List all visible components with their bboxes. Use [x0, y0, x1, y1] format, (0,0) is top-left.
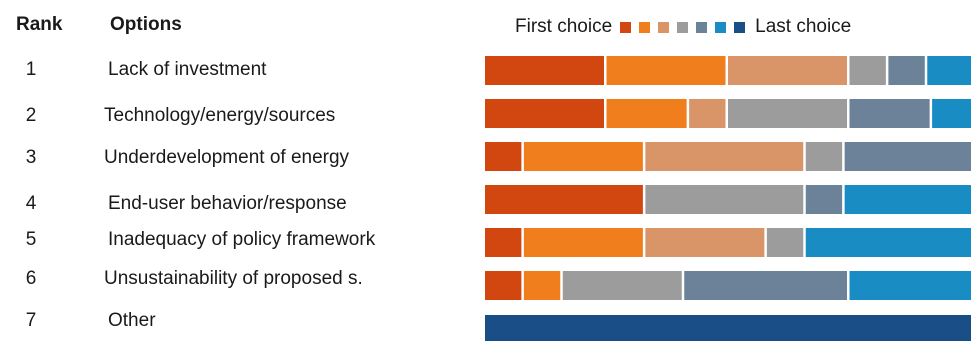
rank-number: 7 — [25, 310, 37, 331]
bar-row-5 — [485, 228, 971, 257]
legend-swatch-6 — [715, 21, 727, 33]
rank-number: 6 — [25, 268, 37, 289]
bar-segment — [805, 185, 843, 214]
bar-segment — [728, 56, 847, 85]
bar-segment — [645, 185, 804, 214]
legend-swatch-5 — [696, 21, 708, 33]
bar-segment — [689, 99, 726, 128]
bar-row-6 — [485, 271, 971, 300]
rank-number: 2 — [25, 105, 37, 126]
bar-segment — [766, 228, 804, 257]
legend-swatch-7 — [734, 21, 746, 33]
bar-row-2 — [485, 99, 971, 128]
bar-segment — [485, 56, 604, 85]
option-label: Other — [108, 310, 156, 331]
bar-segment — [849, 56, 886, 85]
legend-swatch-2 — [639, 21, 651, 33]
option-label: Lack of investment — [108, 59, 267, 80]
rank-number: 3 — [25, 147, 37, 168]
legend-swatch-1 — [620, 21, 632, 33]
bar-segment — [485, 99, 604, 128]
bar-segment — [805, 142, 843, 171]
legend: First choice Last choice — [515, 14, 851, 40]
bar-segment — [927, 56, 971, 85]
bar-segment — [485, 315, 971, 341]
bar-segment — [728, 99, 847, 128]
bar-segment — [485, 271, 522, 300]
bar-segment — [606, 56, 726, 85]
bar-row-1 — [485, 56, 971, 85]
bar-segment — [523, 142, 643, 171]
legend-swatch-3 — [658, 21, 670, 33]
bar-segment — [932, 99, 971, 128]
bar-row-4 — [485, 185, 971, 214]
option-label: Inadequacy of policy framework — [108, 229, 376, 250]
options-header: Options — [110, 14, 182, 35]
bar-segment — [606, 99, 687, 128]
bar-segment — [485, 142, 522, 171]
bar-segment — [485, 185, 643, 214]
bar-row-7 — [485, 315, 971, 341]
bar-segment — [523, 271, 561, 300]
rank-number: 1 — [25, 59, 37, 80]
option-label: Technology/energy/sources — [104, 105, 336, 126]
bar-segment — [645, 228, 765, 257]
bar-segment — [849, 271, 971, 300]
rank-number: 5 — [25, 229, 37, 250]
bar-segment — [485, 228, 522, 257]
bar-segment — [562, 271, 682, 300]
bar-row-3 — [485, 142, 971, 171]
option-label: Unsustainability of proposed s. — [104, 268, 363, 289]
legend-swatch-4 — [677, 21, 689, 33]
bar-segment — [844, 142, 971, 171]
legend-first-label: First choice — [515, 16, 613, 37]
bar-segment — [888, 56, 925, 85]
bar-segment — [523, 228, 643, 257]
bar-segment — [849, 99, 930, 128]
legend-last-label: Last choice — [755, 16, 852, 37]
bar-segment — [645, 142, 804, 171]
bar-segment — [844, 185, 971, 214]
option-label: Underdevelopment of energy — [104, 147, 350, 168]
bar-segment — [684, 271, 847, 300]
option-label: End-user behavior/response — [108, 193, 347, 214]
rank-number: 4 — [25, 193, 37, 214]
bar-segment — [805, 228, 971, 257]
rank-header: Rank — [16, 14, 63, 35]
